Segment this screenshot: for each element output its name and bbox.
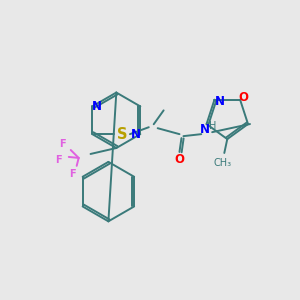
Text: CH₃: CH₃	[213, 158, 231, 168]
Text: F: F	[59, 139, 66, 149]
Text: F: F	[69, 169, 76, 179]
Text: N: N	[130, 128, 140, 141]
Text: S: S	[117, 127, 127, 142]
Text: N: N	[214, 95, 224, 108]
Text: H: H	[209, 121, 217, 131]
Text: F: F	[56, 155, 62, 165]
Text: O: O	[238, 91, 248, 104]
Text: N: N	[200, 123, 210, 136]
Text: O: O	[175, 153, 184, 167]
Text: N: N	[92, 100, 102, 113]
